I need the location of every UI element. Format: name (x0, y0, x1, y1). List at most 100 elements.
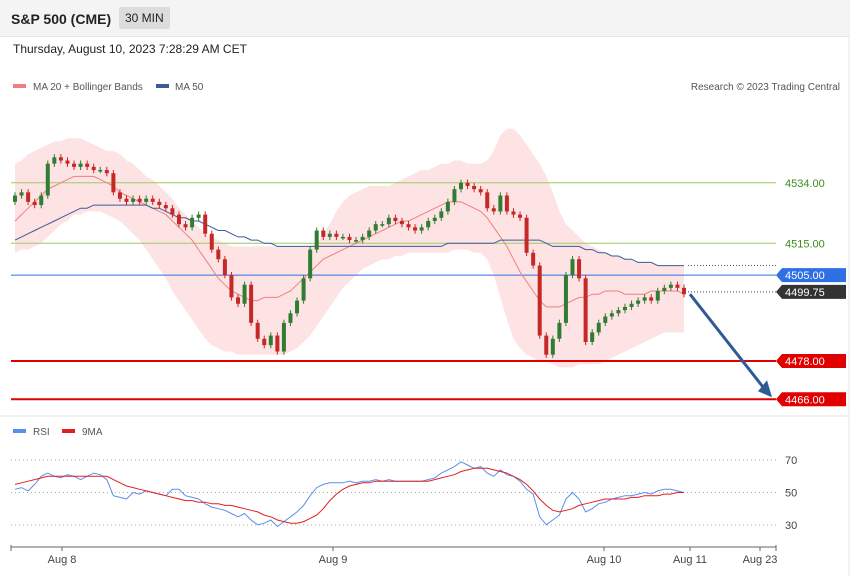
candle-body (609, 313, 614, 317)
candle-body (504, 195, 509, 212)
candle-body (445, 201, 450, 212)
level-label-text: 4466.00 (785, 394, 825, 406)
candle-body (124, 198, 129, 202)
candle-body (393, 217, 398, 221)
candle-body (314, 230, 319, 250)
candle-body (104, 170, 109, 174)
candlesticks (13, 154, 686, 358)
candle-body (590, 332, 595, 342)
candle-body (419, 227, 424, 231)
candle-body (668, 284, 673, 288)
candle-body (354, 240, 359, 242)
ma50-legend-label: MA 50 (175, 82, 204, 93)
candle-body (45, 163, 50, 196)
rsi-tick-label: 70 (785, 455, 797, 467)
candle-body (655, 291, 660, 301)
header-bar: S&P 500 (CME) 30 MIN (0, 0, 850, 37)
candle-body (216, 249, 221, 260)
forecast-arrow (688, 293, 772, 398)
candle-body (426, 220, 431, 228)
candle-body (137, 198, 142, 202)
candle-body (144, 198, 149, 202)
candle-body (577, 259, 582, 279)
x-tick-label: Aug 10 (587, 554, 622, 566)
candle-body (557, 322, 562, 339)
candle-body (472, 185, 477, 190)
candle-body (327, 233, 332, 237)
rsi-legend-label: RSI (33, 427, 50, 438)
candle-body (511, 211, 516, 215)
level-labels: 4534.00 4515.00 4505.00 4499.75 4478.00 4466.… (776, 178, 846, 407)
candle-body (537, 265, 542, 336)
level-label-text: 4534.00 (785, 178, 825, 190)
instrument-title: S&P 500 (CME) (11, 11, 112, 27)
candle-body (662, 287, 667, 292)
rsi-ma-line (14, 467, 684, 524)
candle-body (583, 278, 588, 342)
candle-body (413, 227, 418, 231)
candle-body (616, 310, 621, 314)
x-axis: Aug 8 Aug 9 Aug 10 Aug 11 Aug 23 (10, 545, 778, 566)
level-label-text: 4478.00 (785, 356, 825, 368)
candle-body (636, 300, 641, 304)
candle-body (596, 322, 601, 333)
candle-body (78, 163, 83, 167)
level-label-tag (776, 268, 846, 283)
candle-body (242, 284, 247, 304)
rsi-line (14, 461, 685, 528)
level-lines (11, 182, 776, 401)
candle-body (111, 173, 116, 193)
candle-body (65, 160, 70, 164)
candle-body (603, 316, 608, 323)
candle-body (485, 192, 490, 209)
candle-body (550, 338, 555, 355)
level-label-tag (776, 392, 846, 407)
candle-body (249, 284, 254, 323)
candle-body (439, 211, 444, 218)
candle-body (491, 208, 496, 212)
candle-body (229, 275, 234, 298)
candle-body (131, 198, 136, 202)
candle-body (183, 224, 188, 228)
candle-body (524, 217, 529, 253)
candle-body (399, 220, 404, 225)
candle-body (157, 201, 162, 206)
candle-body (85, 163, 90, 167)
rsi-tick-label: 30 (785, 520, 797, 532)
candle-body (531, 252, 536, 266)
candle-body (19, 192, 24, 196)
candle-body (295, 300, 300, 314)
candle-body (255, 322, 260, 339)
candle-body (642, 297, 647, 301)
candle-body (308, 249, 313, 279)
level-label-tag (776, 354, 846, 369)
candle-body (459, 182, 463, 190)
candle-body (13, 195, 17, 202)
candle-body (334, 233, 339, 237)
candle-body (367, 230, 372, 237)
candle-body (91, 166, 96, 171)
candle-body (518, 214, 523, 218)
level-label-text: 4499.75 (785, 287, 825, 299)
candle-body (360, 236, 365, 241)
level-label-text: 4515.00 (785, 238, 825, 250)
ma20-legend-label: MA 20 + Bollinger Bands (33, 82, 143, 93)
timestamp: Thursday, August 10, 2023 7:28:29 AM CET (13, 42, 247, 56)
ma50-line (14, 204, 684, 267)
candle-body (26, 192, 31, 202)
candle-body (72, 163, 77, 167)
candle-body (478, 189, 483, 193)
rsi-legend-swatch (13, 429, 26, 433)
candle-body (563, 275, 568, 323)
candle-body (163, 205, 168, 209)
rsi-ma-legend-label: 9MA (82, 427, 103, 438)
x-tick-label: Aug 23 (743, 554, 778, 566)
candle-body (288, 313, 293, 323)
ma50-legend-swatch (156, 84, 169, 88)
candle-body (150, 198, 155, 202)
timeframe-button[interactable]: 30 MIN (119, 7, 170, 29)
candle-body (196, 214, 201, 218)
candle-body (117, 192, 122, 199)
candle-body (432, 217, 437, 221)
